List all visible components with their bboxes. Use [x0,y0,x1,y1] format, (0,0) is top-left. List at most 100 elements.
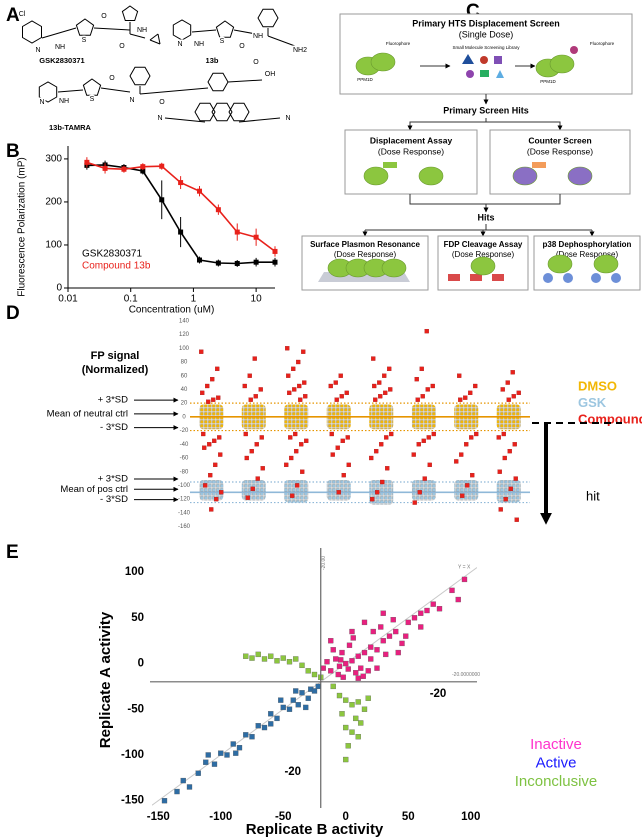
data-point [178,180,184,186]
substrate-icon [470,274,482,281]
scatter-point [339,711,345,717]
compound-point [244,455,249,461]
ring [129,66,151,86]
atom-label: N [177,41,182,48]
substrate-icon [591,273,601,283]
compound-point [219,490,224,495]
x-tick-label: 1 [191,294,197,305]
panel-label: D [6,303,20,324]
scatter-point [346,642,353,648]
scatter-point [455,596,461,603]
compound-point [457,373,462,378]
compound-point [247,373,252,378]
scatter-point [380,638,386,644]
compound-point [207,442,212,447]
panel-label: B [6,141,20,162]
ring [82,78,102,96]
atom-label: NH [194,41,204,48]
compound-point [427,462,432,468]
scatter-point [218,750,224,756]
scatter-point [303,704,309,711]
compound-point [213,462,218,468]
compound-point [259,435,264,440]
compound-point [329,431,334,437]
y-axis-title: Fluorescence Polarization (mP) [17,157,28,297]
atom-label: O [253,59,259,66]
compound-point [464,442,469,447]
scatter-point [349,658,355,664]
scatter-point [233,750,239,756]
scatter-point [349,702,355,708]
compound-point [412,500,417,505]
compound-name: 13b [206,56,219,65]
scatter-point [365,695,371,701]
compound-point [468,390,473,396]
molecule-icon [480,70,489,77]
molecule-icon [570,46,578,54]
connector [409,194,561,205]
data-point [196,257,202,263]
compound-point [286,373,291,378]
flow-subtitle: (Dose Response) [527,146,593,156]
atom-label: N [129,97,134,104]
compound-point [514,517,519,522]
small-label: -20.00 [321,556,327,570]
substrate-icon [611,273,621,283]
scatter-point [358,665,364,671]
compound-point [454,459,459,464]
compound-point [469,435,474,440]
flow-subtitle: (Single Dose) [459,29,514,39]
compound-point [473,383,478,389]
compound-point [385,466,390,471]
scatter-point [311,671,318,678]
x-tick-label: 0 [343,811,349,823]
bond [149,39,161,45]
x-axis-title: Concentration (uM) [129,305,215,316]
scatter-point [374,665,380,671]
compound-point [341,472,346,478]
scatter-point [430,601,436,607]
compound-point [460,493,465,498]
compound-point [496,435,501,440]
legend-entry: Compounds [578,411,642,426]
x-tick-label: -50 [275,811,292,823]
flow-subtitle: (Dose Response) [378,146,444,156]
plot-area [152,567,477,806]
data-point [159,197,165,203]
compound-point [214,496,219,502]
reference-label: + 3*SD [98,474,129,485]
scatter-point [370,628,376,635]
legend-entry: Active [536,754,577,771]
y-axis-title: (Normalized) [82,364,149,376]
flow-icon-label: Fluorophore [590,41,615,46]
y-axis-title: FP signal [91,350,140,362]
scatter-point [274,658,280,664]
scatter-point [330,647,336,653]
scatter-point [324,659,330,665]
protein-icon [593,254,619,274]
scatter-point [403,633,409,639]
compound-point [293,431,298,437]
y-tick-label: 60 [181,373,188,379]
diagonal-line [152,567,477,806]
flow-icon-label: PPM1D [357,77,373,82]
compound-point [210,376,215,382]
scatter-point [461,576,468,583]
compound-point [503,496,508,502]
y-tick-label: -50 [127,703,144,715]
y-tick-label: 80 [181,360,188,366]
scatter-point [243,653,249,659]
bond [100,87,131,93]
ring [75,18,95,36]
ring [211,102,233,122]
bond [191,29,217,33]
scatter-point [299,690,305,696]
connector [407,118,487,131]
compound-point [383,390,388,396]
bond [139,87,209,95]
compound-point [512,442,517,447]
panel-label: A [6,5,20,26]
y-tick-label: -80 [180,469,189,475]
y-tick-label: 300 [45,154,62,165]
x-tick-label: -100 [209,811,232,823]
